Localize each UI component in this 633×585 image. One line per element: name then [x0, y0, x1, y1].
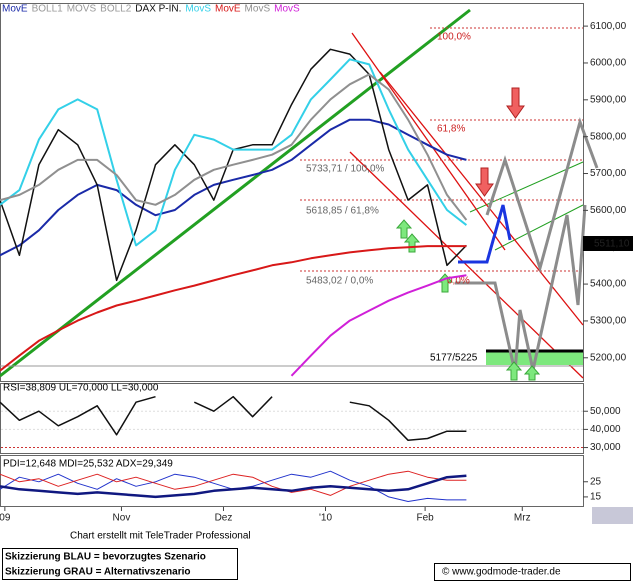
fib-label: 5733,71 / 100,0%	[306, 164, 385, 175]
legend-item: MovS	[245, 4, 271, 15]
series-line	[0, 73, 468, 221]
y-tick-label: 40,000	[590, 424, 621, 435]
x-tick-label: Mrz	[514, 513, 531, 524]
x-tick-label: Dez	[215, 513, 233, 524]
up-arrow	[523, 365, 541, 381]
legend-item: BOLL1	[32, 4, 64, 15]
series-line	[0, 395, 467, 442]
fib-label: 5618,85 / 61,8%	[306, 206, 379, 217]
y-tick-label: 25	[590, 476, 602, 487]
y-tick-label: 5700,00	[590, 168, 627, 179]
y-tick-label: 5200,00	[590, 352, 627, 363]
fib-label: 5483,02 / 0,0%	[306, 276, 373, 287]
dmi-title: PDI=12,648 MDI=25,532 ADX=29,349	[3, 459, 173, 470]
legend-item: MovE	[215, 4, 241, 15]
note-box	[2, 548, 238, 580]
y-tick-label: 5600,00	[590, 205, 627, 216]
trend-line	[494, 204, 584, 251]
note-blue: Skizzierung BLAU = bevorzugtes Szenario	[5, 552, 206, 563]
trend-line	[469, 161, 584, 213]
fib-label: 61,8%	[437, 124, 465, 135]
series-line	[0, 470, 467, 496]
legend-item: MOVS	[67, 4, 97, 15]
channel-line	[379, 71, 584, 326]
y-tick-label: 5300,00	[590, 316, 627, 327]
up-arrow	[505, 361, 523, 381]
x-tick-label: Feb	[416, 513, 434, 524]
rsi-title: RSI=38,809 UL=70,000 LL=30,000	[3, 383, 159, 394]
y-tick-label: 15	[590, 492, 602, 503]
series-line	[0, 474, 467, 499]
rsi-panel	[0, 383, 584, 454]
price-panel	[0, 3, 584, 382]
up-arrow	[403, 233, 421, 253]
legend-item: MovS	[274, 4, 300, 15]
trend-line	[0, 8, 471, 378]
up-arrow	[395, 219, 413, 239]
legend-item: BOLL2	[100, 4, 132, 15]
legend: MovE BOLL1 MOVS BOLL2 DAX P-IN. MovS MovE MovS M…	[2, 4, 300, 15]
y-tick-label: 50,000	[590, 406, 621, 417]
series-line	[0, 245, 467, 372]
scroll-box	[592, 507, 633, 524]
drawings	[0, 8, 599, 381]
fib-label: 0,0%	[447, 276, 470, 287]
x-tick-label: '10	[319, 513, 332, 524]
y-tick-label: 6000,00	[590, 58, 627, 69]
x-tick-label: 09	[0, 513, 11, 524]
down-arrow	[506, 87, 525, 119]
y-tick-label: 30,000	[590, 442, 621, 453]
dmi-panel	[0, 455, 584, 507]
down-arrow	[475, 167, 494, 197]
legend-item: MovS	[185, 4, 211, 15]
copyright-box	[434, 563, 631, 581]
last-price-box	[583, 236, 633, 251]
legend-item: MovE	[2, 4, 28, 15]
y-tick-label: 5400,00	[590, 279, 627, 290]
x-tick-label: Nov	[113, 513, 131, 524]
zone-label: 5177/5225	[430, 353, 478, 364]
series-line	[0, 58, 468, 247]
note-gray: Skizzierung GRAU = Alternativszenario	[5, 567, 191, 578]
credit: Chart erstellt mit TeleTrader Profession…	[70, 531, 251, 542]
last-price-label: 5511,10	[594, 239, 630, 250]
legend-item: DAX P-IN.	[135, 4, 181, 15]
scenario-gray	[455, 204, 587, 373]
y-tick-label: 6100,00	[590, 21, 627, 32]
channel-line	[351, 32, 506, 251]
copyright: © www.godmode-trader.de	[442, 567, 561, 578]
fib-label: 100,0%	[437, 32, 471, 43]
y-tick-label: 5800,00	[590, 131, 627, 142]
y-tick-label: 5900,00	[590, 94, 627, 105]
scenario-gray	[485, 117, 599, 274]
series-line	[0, 118, 467, 257]
channel-line	[349, 151, 584, 379]
scenario-blue	[458, 204, 512, 264]
series-line	[290, 274, 467, 377]
